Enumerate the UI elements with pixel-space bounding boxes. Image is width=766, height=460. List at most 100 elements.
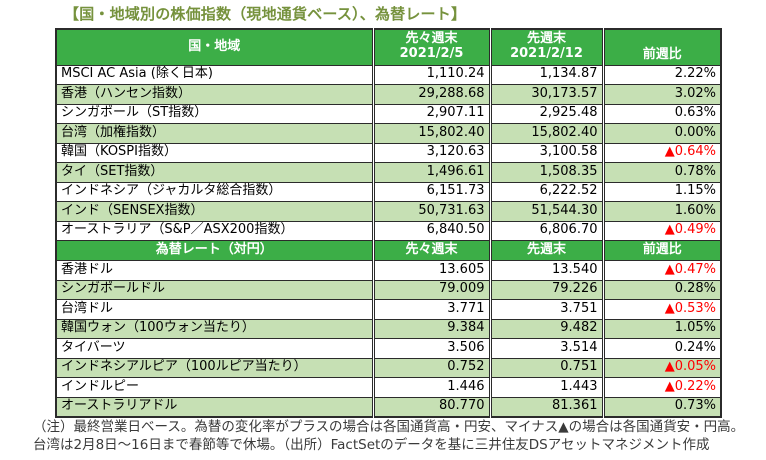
prev1-value-cell: 2,925.48 xyxy=(488,103,604,124)
stock-indices-header-row: 国・地域 先々週末 2021/2/5 先週末 2021/2/12 前週比 xyxy=(55,28,722,66)
prev1-value-cell: 13.540 xyxy=(488,260,604,281)
header-line: 前週比 xyxy=(642,242,682,258)
row-name-cell: 台湾ドル xyxy=(55,299,374,320)
row-name-cell: 韓国ウォン（100ウォン当たり） xyxy=(55,318,374,339)
change-cell: 1.05% xyxy=(601,318,722,339)
prev2-value-cell: 6,840.50 xyxy=(371,220,491,241)
table-row: オーストラリア（S&P／ASX200指数） 6,840.50 6,806.70 ▲0.… xyxy=(55,220,722,241)
prev2-value-cell: 9.384 xyxy=(371,318,491,339)
prev2-value-cell: 1,110.24 xyxy=(371,64,491,85)
row-name-cell: オーストラリア（S&P／ASX200指数） xyxy=(55,220,374,241)
prev2-value-cell: 3,120.63 xyxy=(371,142,491,163)
prev2-value-cell: 3.506 xyxy=(371,338,491,359)
table-row: シンガポール（ST指数） 2,907.11 2,925.48 0.63% xyxy=(55,103,722,124)
row-name-cell: 香港（ハンセン指数） xyxy=(55,84,374,105)
prev1-value-cell: 30,173.57 xyxy=(488,84,604,105)
row-name-cell: インドネシア（ジャカルタ総合指数） xyxy=(55,181,374,202)
table-row: 韓国ウォン（100ウォン当たり） 9.384 9.482 1.05% xyxy=(55,318,722,339)
page-title: 【国・地域別の株価指数（現地通貨ベース）、為替レート】 xyxy=(64,5,467,23)
row-name-cell: MSCI AC Asia (除く日本) xyxy=(55,64,374,85)
stock-indices-header-col-3: 前週比 xyxy=(601,28,722,66)
row-name-cell: シンガポール（ST指数） xyxy=(55,103,374,124)
change-cell: ▲0.64% xyxy=(601,142,722,163)
row-name-cell: オーストラリアドル xyxy=(55,396,374,417)
prev2-value-cell: 13.605 xyxy=(371,260,491,281)
table-row: 香港（ハンセン指数） 29,288.68 30,173.57 3.02% xyxy=(55,84,722,105)
change-cell: ▲0.05% xyxy=(601,357,722,378)
prev1-value-cell: 3.514 xyxy=(488,338,604,359)
change-cell: 3.02% xyxy=(601,84,722,105)
prev2-value-cell: 80.770 xyxy=(371,396,491,417)
prev1-value-cell: 15,802.40 xyxy=(488,123,604,144)
fx-rates-header-label: 為替レート（対円） xyxy=(55,240,374,261)
table-row: インドルピー 1.446 1.443 ▲0.22% xyxy=(55,377,722,398)
table-row: 台湾（加権指数） 15,802.40 15,802.40 0.00% xyxy=(55,123,722,144)
prev1-value-cell: 1,134.87 xyxy=(488,64,604,85)
header-line: 先々週末 xyxy=(405,242,458,258)
row-name-cell: タイバーツ xyxy=(55,338,374,359)
table-row: 韓国（KOSPI指数） 3,120.63 3,100.58 ▲0.64% xyxy=(55,142,722,163)
prev2-value-cell: 3.771 xyxy=(371,299,491,320)
prev2-value-cell: 6,151.73 xyxy=(371,181,491,202)
footnotes: （注）最終営業日ベース。為替の変化率がプラスの場合は各国通貨高・円安、マイナス▲… xyxy=(33,418,759,454)
footnote-line-1: （注）最終営業日ベース。為替の変化率がプラスの場合は各国通貨高・円安、マイナス▲… xyxy=(33,419,745,435)
change-cell: ▲0.49% xyxy=(601,220,722,241)
row-name-cell: 韓国（KOSPI指数） xyxy=(55,142,374,163)
table-row: MSCI AC Asia (除く日本) 1,110.24 1,134.87 2.22% xyxy=(55,64,722,85)
prev1-value-cell: 0.751 xyxy=(488,357,604,378)
header-line: 先週末 xyxy=(526,242,566,258)
table-row: 台湾ドル 3.771 3.751 ▲0.53% xyxy=(55,299,722,320)
stock-indices-header-label: 国・地域 xyxy=(55,28,374,66)
change-cell: ▲0.53% xyxy=(601,299,722,320)
table-row: タイ（SET指数） 1,496.61 1,508.35 0.78% xyxy=(55,162,722,183)
prev1-value-cell: 79.226 xyxy=(488,279,604,300)
table-row: インド（SENSEX指数） 50,731.63 51,544.30 1.60% xyxy=(55,201,722,222)
row-name-cell: 台湾（加権指数） xyxy=(55,123,374,144)
header-line: 前週比 xyxy=(642,46,682,62)
table-row: 香港ドル 13.605 13.540 ▲0.47% xyxy=(55,260,722,281)
table-row: インドネシアルピア（100ルピア当たり） 0.752 0.751 ▲0.05% xyxy=(55,357,722,378)
prev2-value-cell: 1.446 xyxy=(371,377,491,398)
prev1-value-cell: 1.443 xyxy=(488,377,604,398)
row-name-cell: 香港ドル xyxy=(55,260,374,281)
prev1-value-cell: 6,222.52 xyxy=(488,181,604,202)
header-line: 先々週末 xyxy=(405,31,458,47)
change-cell: 0.73% xyxy=(601,396,722,417)
fx-rates-header-row: 為替レート（対円） 先々週末 先週末 前週比 xyxy=(55,240,722,261)
stock-indices-header-col-2: 先週末 2021/2/12 xyxy=(488,28,604,66)
change-cell: 0.24% xyxy=(601,338,722,359)
prev2-value-cell: 1,496.61 xyxy=(371,162,491,183)
prev1-value-cell: 3.751 xyxy=(488,299,604,320)
change-cell: 1.15% xyxy=(601,181,722,202)
table-row: タイバーツ 3.506 3.514 0.24% xyxy=(55,338,722,359)
row-name-cell: インドネシアルピア（100ルピア当たり） xyxy=(55,357,374,378)
prev2-value-cell: 79.009 xyxy=(371,279,491,300)
row-name-cell: シンガポールドル xyxy=(55,279,374,300)
table-row: オーストラリアドル 80.770 81.361 0.73% xyxy=(55,396,722,417)
change-cell: 0.28% xyxy=(601,279,722,300)
change-cell: 1.60% xyxy=(601,201,722,222)
header-line: 2021/2/12 xyxy=(510,46,583,62)
header-line: 先週末 xyxy=(526,31,566,47)
fx-rates-header-col-3: 前週比 xyxy=(601,240,722,261)
prev1-value-cell: 3,100.58 xyxy=(488,142,604,163)
change-cell: ▲0.22% xyxy=(601,377,722,398)
change-cell: 2.22% xyxy=(601,64,722,85)
prev1-value-cell: 51,544.30 xyxy=(488,201,604,222)
prev2-value-cell: 0.752 xyxy=(371,357,491,378)
table-row: シンガポールドル 79.009 79.226 0.28% xyxy=(55,279,722,300)
fx-rates-header-col-2: 先週末 xyxy=(488,240,604,261)
prev2-value-cell: 2,907.11 xyxy=(371,103,491,124)
prev1-value-cell: 6,806.70 xyxy=(488,220,604,241)
change-cell: ▲0.47% xyxy=(601,260,722,281)
indices-fx-table: 国・地域 先々週末 2021/2/5 先週末 2021/2/12 前週比 MSCI AC A… xyxy=(55,28,722,418)
prev1-value-cell: 1,508.35 xyxy=(488,162,604,183)
prev1-value-cell: 9.482 xyxy=(488,318,604,339)
change-cell: 0.78% xyxy=(601,162,722,183)
header-line: 2021/2/5 xyxy=(399,46,464,62)
prev2-value-cell: 50,731.63 xyxy=(371,201,491,222)
prev1-value-cell: 81.361 xyxy=(488,396,604,417)
stock-indices-header-col-1: 先々週末 2021/2/5 xyxy=(371,28,491,66)
row-name-cell: インドルピー xyxy=(55,377,374,398)
